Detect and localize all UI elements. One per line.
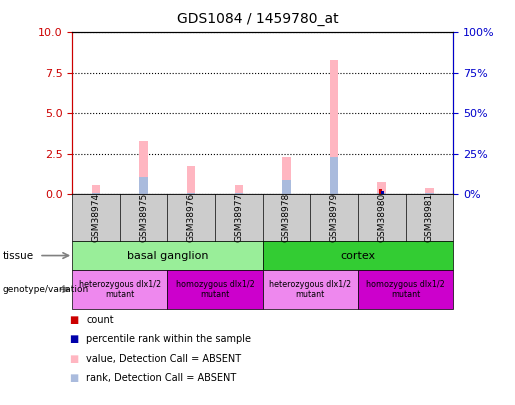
Text: percentile rank within the sample: percentile rank within the sample	[86, 335, 251, 344]
Bar	[234, 185, 243, 194]
Text: cortex: cortex	[340, 251, 375, 260]
Text: heterozygous dlx1/2
mutant: heterozygous dlx1/2 mutant	[79, 280, 161, 299]
Text: homozygous dlx1/2
mutant: homozygous dlx1/2 mutant	[366, 280, 445, 299]
Text: ■: ■	[70, 335, 79, 344]
Text: GSM38975: GSM38975	[139, 193, 148, 242]
Bar	[282, 157, 291, 194]
Bar	[282, 180, 291, 194]
Text: genotype/variation: genotype/variation	[3, 285, 89, 294]
Text: ■: ■	[70, 354, 79, 364]
Text: GSM38980: GSM38980	[377, 193, 386, 242]
Text: ■: ■	[70, 315, 79, 325]
Text: GSM38981: GSM38981	[425, 193, 434, 242]
Text: value, Detection Call = ABSENT: value, Detection Call = ABSENT	[86, 354, 241, 364]
Bar	[330, 157, 338, 194]
Bar	[139, 141, 148, 194]
Bar	[377, 193, 386, 194]
Text: heterozygous dlx1/2
mutant: heterozygous dlx1/2 mutant	[269, 280, 351, 299]
Bar	[92, 185, 100, 194]
Text: rank, Detection Call = ABSENT: rank, Detection Call = ABSENT	[86, 373, 236, 383]
Text: GSM38977: GSM38977	[234, 193, 243, 242]
Text: GSM38978: GSM38978	[282, 193, 291, 242]
Bar	[381, 191, 384, 194]
Bar	[425, 193, 434, 194]
Text: basal ganglion: basal ganglion	[127, 251, 208, 260]
Bar	[187, 166, 196, 194]
Text: GSM38974: GSM38974	[92, 193, 100, 242]
Text: tissue: tissue	[3, 251, 33, 260]
Bar	[377, 182, 386, 194]
Bar	[380, 189, 382, 194]
Text: homozygous dlx1/2
mutant: homozygous dlx1/2 mutant	[176, 280, 254, 299]
Bar	[92, 193, 100, 194]
Bar	[330, 60, 338, 194]
Text: GDS1084 / 1459780_at: GDS1084 / 1459780_at	[177, 12, 338, 26]
Text: ■: ■	[70, 373, 79, 383]
Bar	[139, 177, 148, 194]
Text: GSM38979: GSM38979	[330, 193, 338, 242]
Bar	[425, 188, 434, 194]
Text: count: count	[86, 315, 114, 325]
Text: GSM38976: GSM38976	[187, 193, 196, 242]
Bar	[187, 193, 196, 194]
